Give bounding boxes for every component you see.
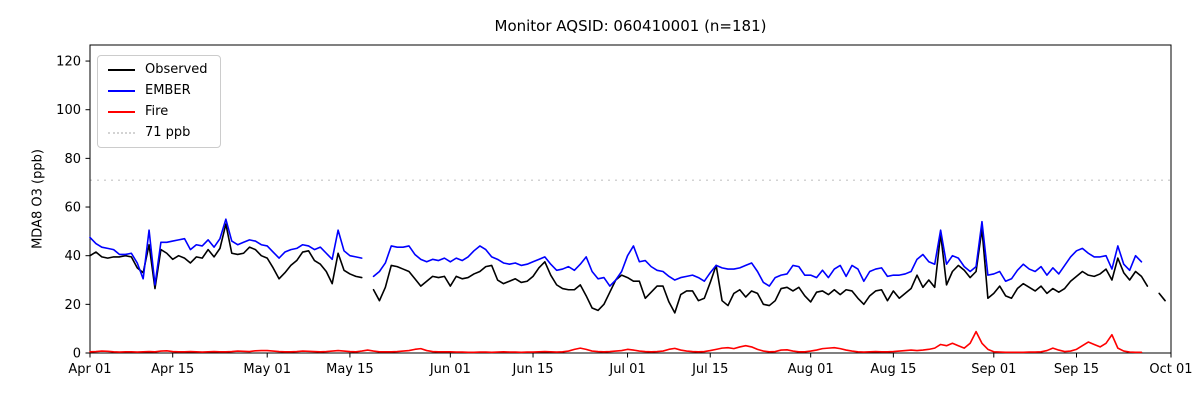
legend-item-fire: Fire bbox=[108, 105, 208, 119]
x-tick-label: Jul 01 bbox=[608, 362, 645, 377]
x-tick-label: May 01 bbox=[243, 362, 291, 377]
x-tick-label: Sep 01 bbox=[971, 362, 1016, 377]
y-tick-label: 20 bbox=[64, 298, 81, 313]
legend-label: EMBER bbox=[145, 83, 191, 98]
legend-swatch-observed bbox=[108, 69, 135, 71]
legend-item-ember: EMBER bbox=[108, 84, 208, 98]
y-tick-label: 40 bbox=[64, 249, 81, 264]
x-tick-label: Jun 15 bbox=[512, 362, 554, 377]
legend-swatch-fire bbox=[108, 111, 135, 113]
x-tick-label: Jun 01 bbox=[429, 362, 471, 377]
y-tick-label: 0 bbox=[73, 347, 81, 362]
y-tick-label: 100 bbox=[56, 103, 81, 118]
legend-swatch-ember bbox=[108, 90, 135, 92]
legend-label: Fire bbox=[145, 104, 169, 119]
chart-title: Monitor AQSID: 060410001 (n=181) bbox=[494, 17, 767, 35]
x-tick-label: Sep 15 bbox=[1054, 362, 1099, 377]
legend-item-observed: Observed bbox=[108, 63, 208, 77]
legend-label: 71 ppb bbox=[145, 125, 191, 140]
legend-swatch-71-ppb bbox=[108, 132, 135, 134]
y-tick-label: 60 bbox=[64, 201, 81, 216]
x-tick-label: Oct 01 bbox=[1149, 362, 1192, 377]
fire-line bbox=[89, 330, 1143, 354]
plot-border bbox=[89, 44, 1172, 354]
y-tick-label: 80 bbox=[64, 152, 81, 167]
x-tick-label: Apr 15 bbox=[151, 362, 194, 377]
x-tick-label: Aug 01 bbox=[788, 362, 834, 377]
observed-line bbox=[89, 223, 1166, 314]
x-tick-label: Jul 15 bbox=[691, 362, 728, 377]
x-tick-label: Apr 01 bbox=[68, 362, 111, 377]
y-tick-label: 120 bbox=[56, 55, 81, 70]
legend-label: Observed bbox=[145, 62, 208, 77]
ember-line bbox=[89, 218, 1143, 287]
legend-item-71-ppb: 71 ppb bbox=[108, 126, 208, 140]
x-tick-label: May 15 bbox=[326, 362, 374, 377]
x-tick-label: Aug 15 bbox=[870, 362, 916, 377]
legend: Observed EMBER Fire 71 ppb bbox=[97, 55, 221, 148]
